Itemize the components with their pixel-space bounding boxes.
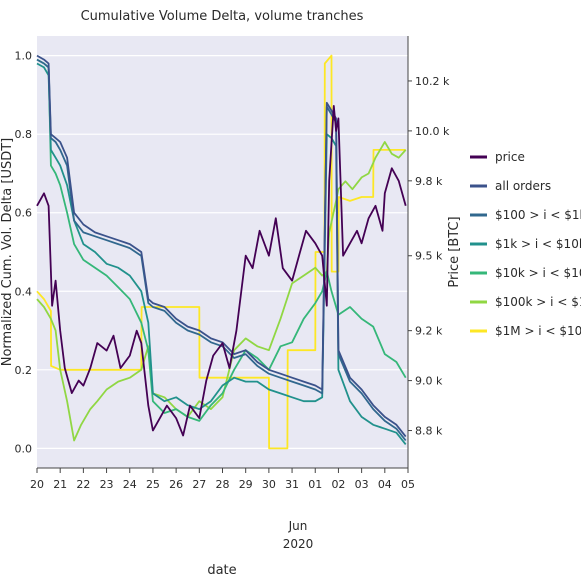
legend-label: $100 > i < $1k: [495, 208, 581, 222]
x-tick-label: 25: [146, 478, 160, 491]
x-tick-label: 27: [192, 478, 206, 491]
x-tick-label: 30: [262, 478, 276, 491]
y-tick-label-right: 9.5 k: [415, 250, 443, 263]
y-tick-label-left: 0.0: [15, 442, 33, 455]
series-line: [36, 58, 407, 422]
x-axis-secondary-label: Jun: [288, 519, 308, 533]
x-tick-label: 24: [123, 478, 137, 491]
y-tick-label-right: 8.8 k: [415, 425, 443, 438]
y-tick-label-right: 10.2 k: [415, 75, 450, 88]
y-tick-label-left: 0.2: [15, 364, 33, 377]
x-axis-secondary-label: 2020: [283, 537, 314, 551]
y-tick-label-right: 9.2 k: [415, 325, 443, 338]
series-line: [36, 54, 406, 450]
x-tick-label: 31: [285, 478, 299, 491]
x-tick-label: 20: [30, 478, 44, 491]
y-axis-label-right: Price [BTC]: [447, 216, 462, 287]
series-line: [36, 105, 407, 437]
legend-label: $1k > i < $10k: [495, 237, 581, 251]
x-tick-label: 29: [239, 478, 253, 491]
y-axis-label-left: Normalized Cum. Vol. Delta [USDT]: [0, 138, 15, 367]
x-tick-label: 05: [401, 478, 415, 491]
x-tick-label: 22: [76, 478, 90, 491]
chart-title: Cumulative Volume Delta, volume tranches: [81, 9, 364, 24]
x-tick-label: 26: [169, 478, 183, 491]
axes: 0.0 0.2 0.4 0.6 0.8 1.0 8.8 k 9.0 k 9.2 k 9.5 k 9.…: [15, 36, 450, 491]
y-tick-label-right: 10.0 k: [415, 125, 450, 138]
y-tick-label-right: 9.8 k: [415, 175, 443, 188]
series-line: [36, 54, 407, 438]
x-tick-label: 28: [216, 478, 230, 491]
x-tick-label: 21: [53, 478, 67, 491]
y-tick-label-left: 1.0: [15, 50, 33, 63]
y-tick-label-left: 0.6: [15, 207, 33, 220]
series-lines: [36, 54, 407, 450]
y-tick-label-right: 9.0 k: [415, 375, 443, 388]
x-tick-label: 23: [100, 478, 114, 491]
x-tick-label: 04: [378, 478, 392, 491]
y-tick-label-left: 0.8: [15, 128, 33, 141]
legend-label: $10k > i < $100k: [495, 266, 581, 280]
y-tick-label-left: 0.4: [15, 285, 33, 298]
legend-label: all orders: [495, 179, 551, 193]
x-tick-label: 03: [355, 478, 369, 491]
x-tick-label: 01: [308, 478, 322, 491]
legend-label: $100k > i < $1M: [495, 295, 581, 309]
x-axis-label: date: [207, 563, 236, 578]
series-line: [36, 141, 407, 442]
legend: price all orders $100 > i < $1k $1k > i < $…: [470, 150, 581, 338]
x-tick-label: 02: [331, 478, 345, 491]
legend-label: $1M > i < $10M: [495, 324, 581, 338]
legend-label: price: [495, 150, 525, 164]
